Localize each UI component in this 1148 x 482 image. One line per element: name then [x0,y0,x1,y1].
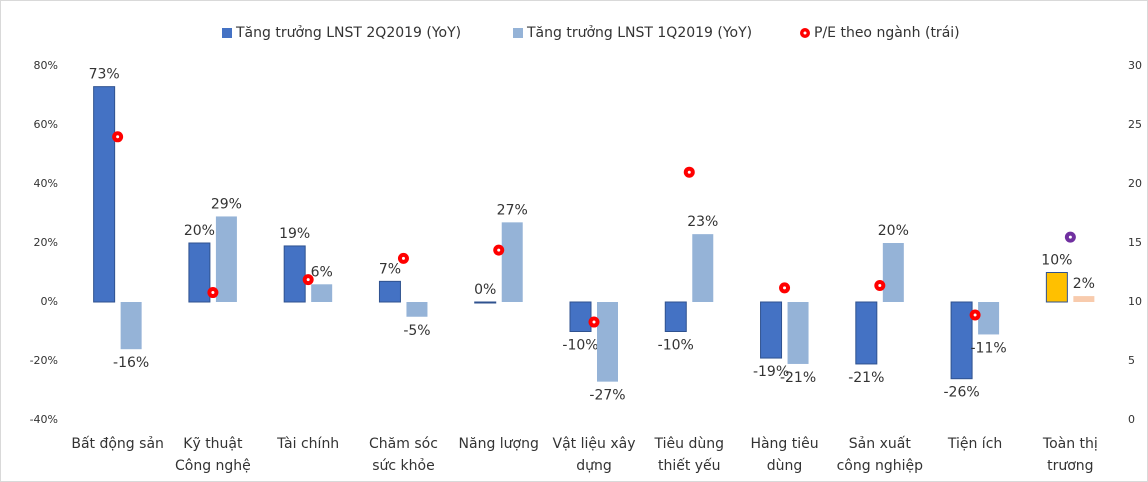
bar [978,302,1000,335]
bar [283,245,306,303]
data-label: -10% [562,338,598,354]
pe-point-dot [783,286,787,290]
data-label: 73% [89,67,120,83]
data-label: -16% [113,355,149,371]
data-label: -5% [403,323,430,339]
pe-point-dot [116,135,120,139]
pe-point-dot [878,283,882,287]
x-tick-label: Kỹ thuật Công nghệ [175,436,251,474]
x-tick-label: Tiện ích [947,436,1003,452]
pe-point-dot [211,291,215,295]
data-label: 6% [311,264,333,280]
y2-tick-label: 5 [1128,354,1135,367]
data-label: 0% [474,282,496,298]
bar [93,86,116,303]
legend-label: Tăng trưởng LNST 1Q2019 (YoY) [526,25,752,41]
legend-label: Tăng trưởng LNST 2Q2019 (YoY) [235,25,461,41]
bar [855,301,878,365]
data-label: -27% [589,388,625,404]
data-label: 19% [279,226,310,242]
data-label: 2% [1073,276,1095,292]
data-label: -11% [971,340,1007,356]
bar [188,242,211,303]
y2-tick-label: 0 [1128,413,1135,426]
data-label: -19% [753,364,789,380]
x-tick-label: Toàn thị trương [1042,436,1098,474]
x-tick-label: Năng lượng [458,436,539,452]
legend-marker-dot [803,31,807,35]
bar [950,301,973,380]
bar [882,243,904,302]
data-label: 7% [379,261,401,277]
y-tick-label: 20% [34,236,58,249]
pe-point-dot [306,278,310,282]
x-tick-label: Vật liệu xây dựng [552,436,636,474]
data-label: -21% [780,370,816,386]
y-tick-label: -20% [30,354,58,367]
pe-point-dot [687,170,691,174]
bar [501,222,523,302]
bar [311,284,333,302]
y2-tick-label: 30 [1128,59,1142,72]
y2-tick-label: 15 [1128,236,1142,249]
legend-label: P/E theo ngành (trái) [814,25,960,41]
pe-point-dot [592,320,596,324]
data-label: 29% [211,196,242,212]
x-tick-label: Sản xuất công nghiệp [836,436,924,474]
bar [1073,296,1095,302]
pe-point-dot [1068,235,1072,239]
data-label: 27% [497,202,528,218]
legend-marker [222,28,232,38]
bar [474,301,497,304]
x-tick-label: Hàng tiêu dùng [750,436,819,474]
y-tick-label: -40% [30,413,58,426]
bar [787,302,809,364]
bar [664,301,687,332]
data-label: 20% [878,223,909,239]
data-label: 23% [687,214,718,230]
pe-point-dot [401,256,405,260]
x-tick-label: Chăm sóc sức khỏe [369,436,438,474]
y-tick-label: 80% [34,59,58,72]
y-tick-label: 40% [34,177,58,190]
data-label: 10% [1041,253,1072,269]
y-tick-label: 60% [34,118,58,131]
bar [378,280,401,303]
bar [215,216,237,302]
bar [597,302,618,382]
data-label: -26% [944,385,980,401]
bar [1045,272,1068,303]
x-tick-label: Bất động sản [71,436,164,452]
pe-point-dot [497,248,501,252]
pe-point-dot [973,313,977,317]
x-tick-label: Tiêu dùng thiết yếu [654,436,724,474]
bar [692,234,714,302]
bar [120,302,142,350]
bar [406,302,428,317]
bar [569,301,592,332]
bar [760,301,783,359]
data-label: -10% [658,338,694,354]
legend-marker [513,28,523,38]
data-label: 20% [184,223,215,239]
y2-tick-label: 20 [1128,177,1142,190]
y2-tick-label: 25 [1128,118,1142,131]
data-label: -21% [848,370,884,386]
y2-tick-label: 10 [1128,295,1142,308]
y-tick-label: 0% [41,295,58,308]
x-tick-label: Tài chính [277,436,340,452]
